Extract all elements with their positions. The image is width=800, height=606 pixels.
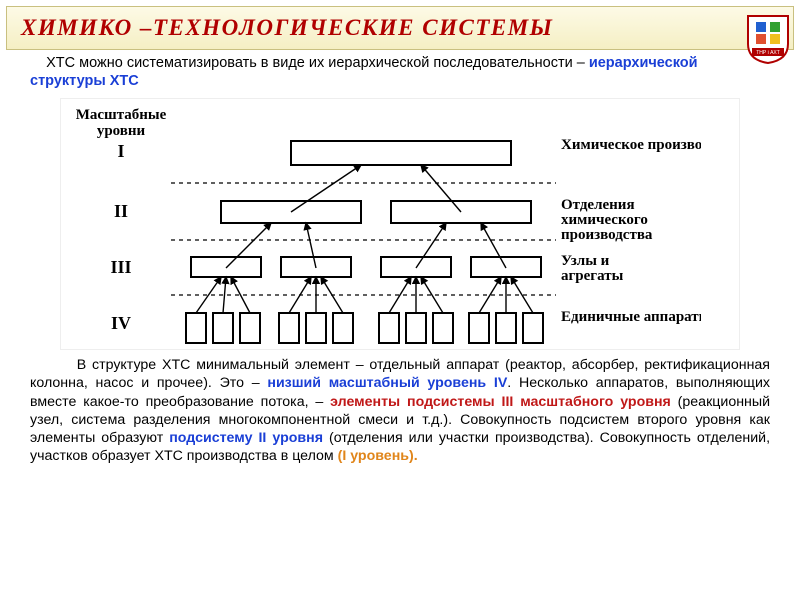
body-paragraph: В структуре ХТС минимальный элемент – от… (30, 356, 770, 465)
svg-text:Отделения: Отделения (561, 197, 635, 213)
page-title: ХИМИКО –ТЕХНОЛОГИЧЕСКИЕ СИСТЕМЫ (21, 15, 779, 41)
para-orange-1: (I уровень). (338, 448, 418, 464)
svg-text:Химическое производство: Химическое производство (561, 137, 701, 153)
svg-text:I: I (117, 141, 124, 161)
svg-text:Единичные аппараты: Единичные аппараты (561, 309, 701, 325)
intro-lead: ХТС можно систематизировать в виде их ие… (46, 55, 589, 71)
svg-text:уровни: уровни (97, 123, 146, 139)
institution-logo-icon: ТНР і АХТ (746, 14, 790, 64)
svg-text:Узлы и: Узлы и (561, 253, 610, 269)
para-blue-1: низший масштабный уровень IV (267, 375, 507, 391)
svg-text:агрегаты: агрегаты (561, 268, 624, 284)
title-bar: ХИМИКО –ТЕХНОЛОГИЧЕСКИЕ СИСТЕМЫ (6, 6, 794, 50)
para-blue-2: подсистему II уровня (169, 430, 323, 446)
svg-text:производства: производства (561, 227, 653, 243)
para-red-1: элементы подсистемы III масштабного уров… (330, 394, 671, 410)
svg-text:IV: IV (111, 313, 131, 333)
svg-text:химического: химического (561, 212, 648, 228)
svg-text:Масштабные: Масштабные (76, 107, 167, 123)
intro-text: ХТС можно систематизировать в виде их ие… (30, 54, 770, 90)
svg-text:ТНР і АХТ: ТНР і АХТ (756, 50, 780, 56)
svg-text:II: II (114, 201, 128, 221)
hierarchy-diagram: Масштабныеуровни I Химическое производство… (60, 98, 740, 350)
svg-text:III: III (110, 257, 131, 277)
